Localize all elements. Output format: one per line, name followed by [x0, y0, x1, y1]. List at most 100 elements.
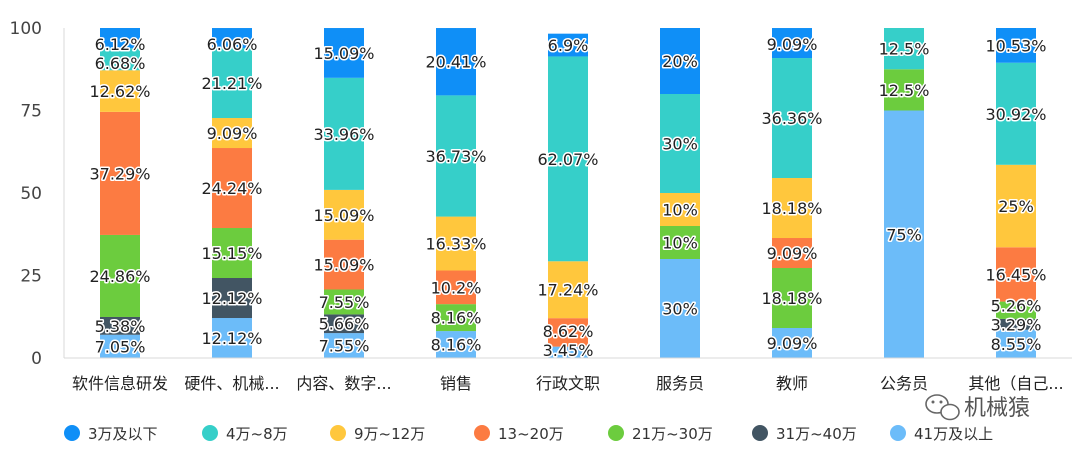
data-label: 16.45% [985, 265, 1046, 284]
data-label: 30% [662, 135, 698, 154]
bar-segment[interactable] [436, 304, 476, 332]
x-category-label: 销售 [440, 374, 472, 393]
bar-segment[interactable] [548, 33, 588, 57]
bar-segment[interactable] [772, 328, 812, 358]
y-tick-label: 50 [20, 184, 42, 204]
x-category-label: 服务员 [656, 374, 704, 393]
bar-segment[interactable] [772, 178, 812, 239]
legend-label: 21万~30万 [632, 425, 713, 443]
legend-item[interactable]: 13~20万 [474, 425, 564, 443]
data-label: 8.16% [431, 336, 482, 355]
bar-segment[interactable] [548, 346, 588, 358]
bar-segment[interactable] [660, 226, 700, 259]
legend-label: 4万~8万 [226, 425, 288, 443]
bar-segment[interactable] [100, 111, 140, 235]
bar-segment[interactable] [884, 28, 924, 70]
legend-swatch [474, 425, 490, 441]
bar-segment[interactable] [660, 94, 700, 193]
bar-segment[interactable] [548, 56, 588, 262]
bar-segment[interactable] [772, 238, 812, 269]
bar-segment[interactable] [548, 261, 588, 319]
bar-segment[interactable] [996, 62, 1036, 165]
data-label: 24.86% [89, 267, 150, 286]
bar-segment[interactable] [884, 69, 924, 111]
watermark-text: 机械猿 [964, 396, 1030, 421]
bar-segment[interactable] [548, 318, 588, 347]
bar-segment[interactable] [100, 316, 140, 335]
bar-segment[interactable] [996, 164, 1036, 248]
data-label: 10.53% [985, 36, 1046, 55]
bar-segment[interactable] [996, 301, 1036, 319]
bar-segment[interactable] [212, 318, 252, 358]
legend-item[interactable]: 9万~12万 [330, 425, 425, 443]
bar-segment[interactable] [660, 259, 700, 358]
bar-segment[interactable] [660, 193, 700, 226]
legend-item[interactable]: 4万~8万 [202, 425, 288, 443]
bar-segment[interactable] [324, 289, 364, 315]
bar-segment[interactable] [436, 28, 476, 96]
bar-segment[interactable] [996, 318, 1036, 330]
bar-segment[interactable] [100, 334, 140, 358]
legend-item[interactable]: 31万~40万 [752, 425, 857, 443]
legend-swatch [330, 425, 346, 441]
x-category-label: 教师 [776, 374, 808, 393]
y-axis: 0 25 50 75 100 [10, 19, 65, 369]
data-label: 30.92% [985, 105, 1046, 124]
data-label: 15.09% [313, 256, 374, 275]
data-label: 24.24% [201, 179, 262, 198]
bar-segment[interactable] [212, 48, 252, 119]
bar-segment[interactable] [436, 95, 476, 217]
bar-segment[interactable] [324, 239, 364, 290]
bar-segment[interactable] [324, 189, 364, 240]
x-category-label: 行政文职 [536, 374, 600, 393]
bar-segment[interactable] [100, 70, 140, 112]
data-label: 12.5% [879, 81, 930, 100]
data-label: 7.55% [319, 293, 370, 312]
legend-label: 3万及以下 [88, 425, 158, 443]
y-tick-label: 0 [31, 349, 42, 369]
legend-item[interactable]: 21万~30万 [608, 425, 713, 443]
data-label: 6.68% [95, 54, 146, 73]
y-tick-label: 25 [20, 267, 42, 287]
legend[interactable]: 3万及以下 4万~8万 9万~12万 13~20万 21万~30万 31万~40万 41万及… [64, 425, 993, 443]
bar-segment[interactable] [324, 77, 364, 190]
x-category-label: 公务员 [880, 374, 928, 393]
bar-segment[interactable] [436, 216, 476, 271]
bar-segment[interactable] [884, 110, 924, 359]
bar-segment[interactable] [324, 314, 364, 334]
bar-segment[interactable] [212, 28, 252, 49]
bar-segment[interactable] [212, 118, 252, 149]
data-label: 75% [886, 225, 922, 244]
bar-segment[interactable] [212, 278, 252, 319]
bar-segment[interactable] [436, 331, 476, 358]
bar-segment[interactable] [100, 28, 140, 49]
bar-segment[interactable] [324, 333, 364, 358]
data-label: 18.18% [761, 199, 822, 218]
bar-segment[interactable] [660, 28, 700, 94]
bar-segment[interactable] [324, 28, 364, 78]
data-label: 5.26% [991, 296, 1042, 315]
bar-segment[interactable] [212, 228, 252, 279]
legend-item[interactable]: 3万及以下 [64, 425, 158, 443]
bar-segment[interactable] [212, 148, 252, 229]
bar-segment[interactable] [772, 28, 812, 59]
bar-segment[interactable] [100, 234, 140, 317]
legend-item[interactable]: 41万及以上 [890, 425, 993, 443]
bar-segment[interactable] [772, 58, 812, 179]
bar-segment[interactable] [100, 48, 140, 71]
bar-segment[interactable] [772, 268, 812, 329]
data-label: 8.55% [991, 335, 1042, 354]
bar-segment[interactable] [436, 270, 476, 305]
wechat-icon [925, 394, 960, 421]
data-label: 21.21% [201, 74, 262, 93]
bar-segment[interactable] [996, 329, 1036, 358]
bar-segment[interactable] [996, 247, 1036, 302]
data-label: 36.73% [425, 147, 486, 166]
legend-label: 9万~12万 [354, 425, 425, 443]
data-label: 18.18% [761, 289, 822, 308]
data-label: 8.16% [431, 309, 482, 328]
data-label: 20% [662, 52, 698, 71]
bar-segment[interactable] [996, 28, 1036, 63]
legend-swatch [752, 425, 768, 441]
